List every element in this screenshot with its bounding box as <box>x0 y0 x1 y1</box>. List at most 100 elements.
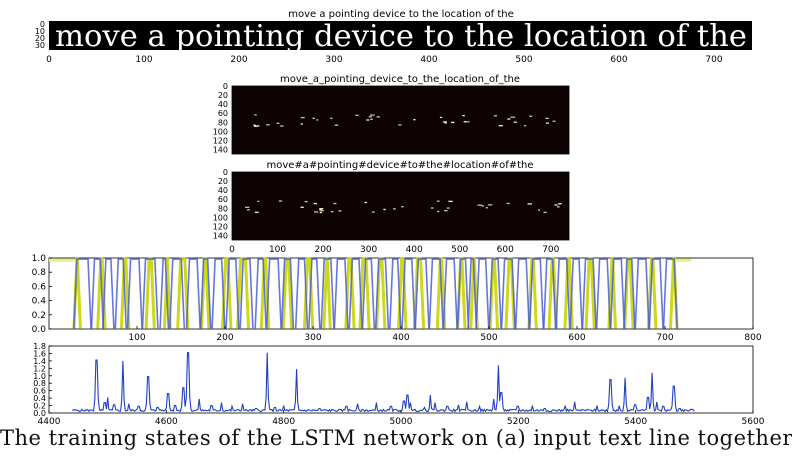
panel3-title: move#a#pointing#device#to#the#location#o… <box>266 160 533 171</box>
activation-mark <box>524 125 527 127</box>
panel-activation-map-2: move#a#pointing#device#to#the#location#o… <box>213 160 570 255</box>
panel2-y-tick-label: 140 <box>213 145 228 154</box>
pulse-x-tick-label: 700 <box>656 333 673 343</box>
activation-mark <box>370 114 375 116</box>
pulse-chart-plot <box>49 257 692 329</box>
pulse-y-tick-label: 0.6 <box>32 282 47 292</box>
activation-mark <box>371 211 375 213</box>
panel1-y-tick-label: 0 <box>40 20 45 29</box>
activation-mark <box>280 125 284 127</box>
activation-mark <box>477 204 483 206</box>
activation-mark <box>538 209 541 211</box>
spike-chart-plot <box>72 352 695 413</box>
activation-map-2 <box>231 171 570 241</box>
spike-x-tick-label: 5600 <box>742 417 765 427</box>
panel2-y-tick-label: 120 <box>213 136 228 145</box>
activation-mark <box>558 203 562 205</box>
activation-mark <box>493 115 497 117</box>
pulse-mark <box>514 258 530 329</box>
panel2-y-tick-label: 100 <box>213 127 228 136</box>
pulse-y-tick-label: 0.4 <box>32 297 47 307</box>
pulse-mark <box>609 258 626 329</box>
panel1-x-tick-label: 300 <box>325 55 342 65</box>
activation-mark <box>510 116 516 118</box>
panel2-title: move_a_pointing_device_to_the_location_o… <box>280 74 520 85</box>
spike-y-tick-label: 1.6 <box>33 349 46 358</box>
panel3-x-tick-label: 400 <box>406 245 423 255</box>
activation-mark <box>278 200 283 202</box>
activation-mark <box>319 209 324 212</box>
pulse-mark <box>280 258 295 329</box>
activation-mark <box>253 124 256 126</box>
activation-mark <box>446 207 450 209</box>
pulse-mark <box>308 258 321 329</box>
activation-mark <box>383 208 386 211</box>
pulse-mark <box>102 258 115 329</box>
activation-mark <box>450 121 455 124</box>
pulse-mark <box>414 258 430 329</box>
spike-x-tick-label: 5000 <box>390 417 413 427</box>
activation-mark <box>330 211 334 213</box>
activation-mark <box>364 201 368 204</box>
pulse-mark <box>141 258 159 329</box>
pulse-mark <box>163 257 172 329</box>
activation-mark <box>485 207 488 209</box>
activation-mark <box>300 123 303 125</box>
activation-mark <box>527 203 532 205</box>
spike-y-tick-label: 1.4 <box>33 357 46 366</box>
pulse-y-tick-label: 0.0 <box>32 325 47 335</box>
panel3-y-tick-label: 120 <box>213 222 228 231</box>
pulse-mark <box>333 258 349 329</box>
pulse-mark <box>169 258 186 329</box>
pulse-chart-y-ticks: 0.0 0.2 0.4 0.6 0.8 1.0 <box>32 254 52 335</box>
panel2-y-tick-label: 60 <box>218 109 228 118</box>
pulse-mark <box>467 258 478 329</box>
activation-mark <box>319 208 324 210</box>
panel3-x-tick-label: 0 <box>229 245 235 255</box>
spike-x-tick-label: 4600 <box>155 417 178 427</box>
pulse-mark <box>361 258 376 329</box>
activation-mark <box>545 117 549 120</box>
pulse-x-tick-label: 500 <box>480 333 497 343</box>
spike-series-line <box>72 352 695 413</box>
activation-mark <box>462 114 465 117</box>
pulse-mark <box>126 258 143 329</box>
panel3-x-ticks: 0 100 200 300 400 500 600 700 <box>229 245 560 255</box>
activation-mark <box>254 114 257 116</box>
pulse-mark <box>555 258 571 329</box>
text-image-text: move a pointing device to the location o… <box>55 19 747 54</box>
pulse-mark <box>90 258 105 329</box>
activation-mark <box>276 122 280 124</box>
panel1-x-tick-label: 400 <box>420 55 437 65</box>
spike-x-tick-label: 4400 <box>38 417 61 427</box>
pulse-series <box>72 257 679 329</box>
panel3-x-tick-label: 200 <box>314 245 331 255</box>
activation-mark <box>334 124 339 126</box>
pulse-mark <box>389 258 402 329</box>
pulse-mark <box>176 257 190 329</box>
activation-mark <box>543 211 547 214</box>
panel3-y-tick-label: 140 <box>213 231 228 240</box>
activation-mark <box>338 210 342 212</box>
panel2-y-tick-label: 0 <box>223 82 228 91</box>
activation-mark <box>506 202 510 205</box>
activation-mark <box>557 206 560 208</box>
panel1-x-tick-label: 200 <box>230 55 247 65</box>
activation-mark <box>439 116 443 119</box>
pulse-mark <box>401 258 416 329</box>
activation-map-1 <box>231 85 570 155</box>
activation-mark <box>545 122 549 124</box>
pulse-mark <box>543 258 557 329</box>
panel3-y-tick-label: 20 <box>218 177 228 186</box>
panel-pulse-chart: 0.0 0.2 0.4 0.6 0.8 1.0 100 200 300 400 500 600 700… <box>32 254 762 343</box>
activation-mark <box>257 200 260 203</box>
pulse-mark <box>488 258 502 329</box>
panel3-y-tick-label: 60 <box>218 195 228 204</box>
pulse-mark <box>199 258 212 329</box>
pulse-chart-x-ticks: 100 200 300 400 500 600 700 800 <box>128 326 762 343</box>
panel-text-image: move a pointing device to the location o… <box>35 9 752 65</box>
pulse-mark <box>435 257 447 329</box>
panel3-x-tick-label: 100 <box>269 245 286 255</box>
